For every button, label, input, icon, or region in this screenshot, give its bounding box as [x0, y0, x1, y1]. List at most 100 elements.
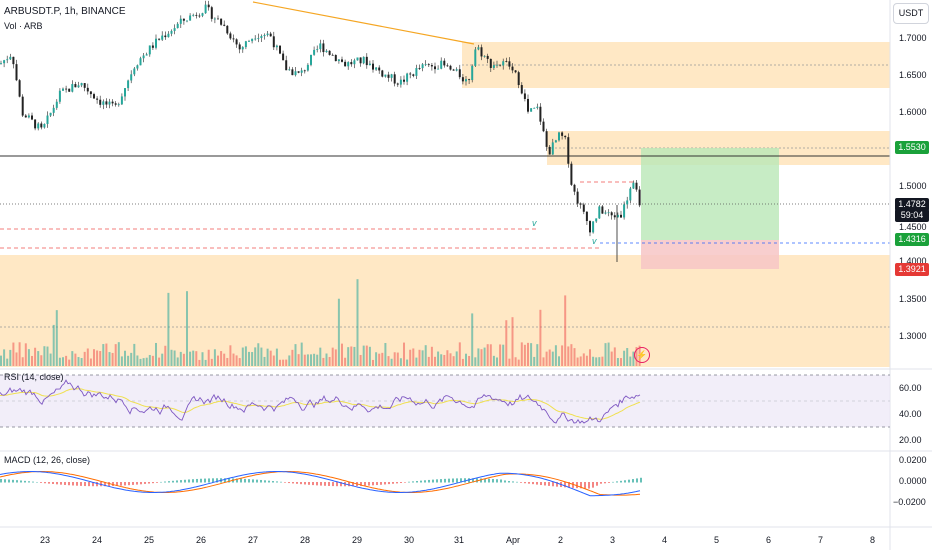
- stop-price-tag: 1.3921: [895, 263, 929, 276]
- macd-histogram-bar: [508, 480, 510, 483]
- macd-histogram-bar: [372, 482, 374, 486]
- candle: [585, 211, 588, 222]
- candle: [254, 38, 257, 40]
- macd-histogram-bar: [352, 482, 354, 487]
- volume-bar: [130, 352, 133, 366]
- volume-indicator-label[interactable]: Vol · ARB: [4, 21, 43, 31]
- volume-bar: [387, 356, 390, 366]
- candle: [310, 54, 312, 65]
- candle: [244, 41, 247, 48]
- macd-histogram-bar: [544, 482, 546, 486]
- macd-histogram-bar: [568, 482, 570, 488]
- volume-bar: [393, 352, 396, 366]
- volume-bar: [365, 345, 368, 366]
- macd-histogram-bar: [416, 480, 418, 483]
- macd-histogram-bar: [104, 482, 106, 487]
- volume-bar: [341, 343, 343, 366]
- candle: [341, 59, 343, 62]
- volume-bar: [83, 351, 86, 366]
- macd-histogram-bar: [456, 478, 458, 483]
- candle: [117, 104, 120, 106]
- macd-histogram-bar: [268, 480, 270, 483]
- macd-histogram-bar: [40, 482, 42, 483]
- target-price-tag: 1.5530: [895, 141, 929, 154]
- macd-histogram-bar: [604, 482, 606, 484]
- symbol-title[interactable]: ARBUSDT.P, 1h, BINANCE: [4, 6, 126, 17]
- candle: [195, 14, 198, 16]
- macd-label[interactable]: MACD (12, 26, close): [4, 455, 91, 465]
- macd-histogram-bar: [208, 478, 210, 483]
- macd-histogram-bar: [420, 480, 422, 483]
- volume-bar: [182, 353, 185, 366]
- price-tick: 1.7000: [899, 33, 927, 43]
- macd-histogram-bar: [444, 478, 446, 483]
- macd-histogram-bar: [36, 481, 38, 483]
- candle: [173, 28, 176, 31]
- candle: [319, 43, 322, 50]
- macd-histogram-bar: [608, 482, 610, 483]
- candle: [40, 123, 43, 128]
- candle: [331, 54, 334, 56]
- time-label: 28: [300, 535, 311, 545]
- candle: [558, 132, 560, 141]
- volume-bar: [384, 342, 387, 366]
- candle: [65, 88, 68, 90]
- volume-bar: [124, 350, 126, 366]
- candle: [381, 70, 384, 77]
- volume-bar: [474, 357, 477, 366]
- macd-histogram-bar: [460, 478, 462, 483]
- volume-bar: [310, 354, 312, 366]
- candle: [248, 41, 250, 42]
- candle: [263, 35, 266, 37]
- volume-bar: [406, 359, 409, 366]
- candle: [375, 67, 378, 70]
- candle: [632, 182, 635, 189]
- candle: [492, 65, 495, 68]
- candle: [316, 49, 319, 50]
- volume-bar: [260, 347, 263, 366]
- volume-bar: [350, 346, 353, 366]
- candle: [55, 101, 58, 108]
- volume-bar: [468, 355, 471, 366]
- volume-bar: [536, 344, 539, 366]
- volume-bar: [632, 351, 635, 366]
- candle: [27, 115, 30, 118]
- volume-bar: [288, 355, 291, 366]
- macd-histogram-bar: [292, 482, 294, 484]
- candle: [158, 38, 161, 40]
- lightning-icon[interactable]: ⚡: [634, 347, 650, 363]
- volume-bar: [266, 348, 269, 366]
- candle: [483, 55, 486, 57]
- volume-bar: [142, 358, 145, 366]
- currency-button[interactable]: USDT: [893, 3, 929, 24]
- price-tick: 1.3500: [899, 294, 927, 304]
- candle: [167, 33, 170, 38]
- macd-signal-line: [0, 471, 641, 496]
- volume-bar: [480, 349, 483, 366]
- bar-countdown: 59:04: [895, 209, 929, 222]
- volume-bar: [539, 309, 542, 366]
- volume-bar: [223, 353, 226, 366]
- volume-bar: [554, 345, 557, 366]
- macd-histogram-bar: [536, 482, 538, 485]
- volume-bar: [201, 352, 204, 366]
- candle: [548, 146, 551, 155]
- volume-bar: [505, 320, 508, 366]
- time-label: 31: [454, 535, 465, 545]
- volume-bar: [241, 347, 244, 366]
- marker-v: v: [532, 218, 537, 228]
- time-label: 24: [92, 535, 103, 545]
- volume-bar: [158, 357, 161, 366]
- candle: [139, 58, 142, 66]
- rsi-label[interactable]: RSI (14, close): [4, 372, 64, 382]
- volume-bar: [604, 343, 607, 366]
- volume-bar: [24, 343, 27, 366]
- volume-bar: [282, 359, 285, 366]
- candle: [86, 87, 89, 92]
- macd-tick: −0.0200: [893, 497, 926, 507]
- volume-bar: [412, 348, 415, 366]
- volume-bar: [449, 353, 452, 366]
- candle: [598, 206, 601, 219]
